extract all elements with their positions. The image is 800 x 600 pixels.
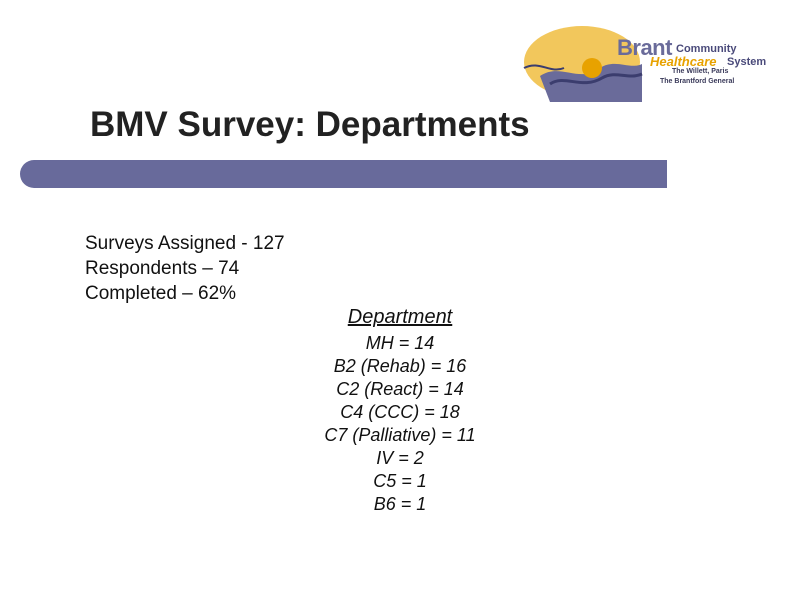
department-item: C5 = 1 xyxy=(373,471,427,491)
department-item: IV = 2 xyxy=(376,448,424,468)
title-underline-bar xyxy=(20,160,667,188)
stat-surveys-assigned: Surveys Assigned - 127 xyxy=(85,233,285,254)
stat-completed: Completed – 62% xyxy=(85,283,237,304)
logo-site-brantford: The Brantford General xyxy=(660,78,735,85)
department-item: C7 (Palliative) = 11 xyxy=(324,425,476,445)
department-list: Department MH = 14 B2 (Rehab) = 16 C2 (R… xyxy=(300,304,500,516)
logo-sun-wave-icon xyxy=(523,26,643,102)
survey-stats: Surveys Assigned - 127 Respondents – 74 … xyxy=(85,231,285,306)
logo-brand-brant: Brant xyxy=(617,35,672,60)
department-item: C2 (React) = 14 xyxy=(336,379,464,399)
slide-title: BMV Survey: Departments xyxy=(90,105,530,144)
department-item: C4 (CCC) = 18 xyxy=(340,402,460,422)
logo-brand-community: Community xyxy=(676,43,737,55)
logo-brand-healthcare: Healthcare xyxy=(650,54,717,69)
department-item: MH = 14 xyxy=(365,333,435,353)
brant-logo: Brant Community Healthcare System The Wi… xyxy=(520,24,780,104)
department-heading: Department xyxy=(347,306,453,328)
logo-brand-system: System xyxy=(727,56,767,68)
logo-site-willett: The Willett, Paris xyxy=(672,68,729,75)
department-item: B6 = 1 xyxy=(373,494,427,514)
department-item: B2 (Rehab) = 16 xyxy=(333,356,467,376)
stat-respondents: Respondents – 74 xyxy=(85,258,240,279)
